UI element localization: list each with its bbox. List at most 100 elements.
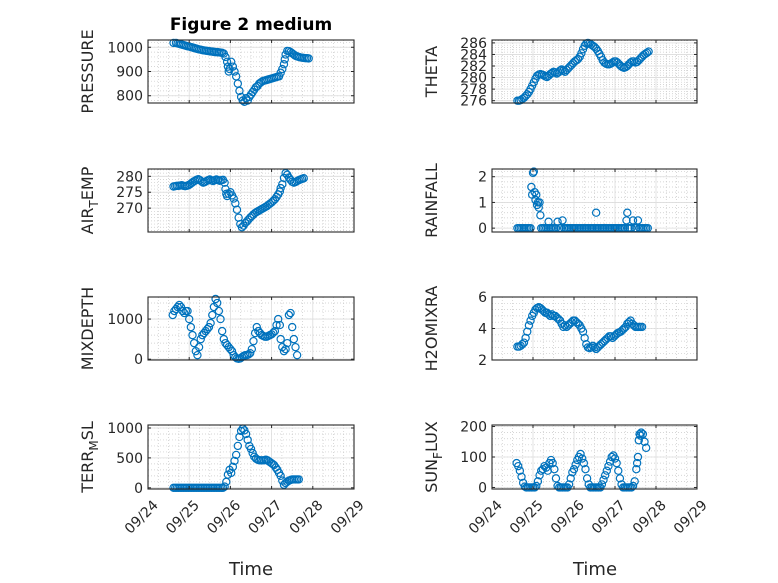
subplot-pressure: 800 900 1000 PRESSURE — [78, 29, 355, 114]
data-point — [228, 62, 238, 71]
y-tick-label: 6 — [478, 290, 487, 306]
data-point — [184, 314, 194, 324]
data-point — [547, 68, 557, 78]
data-series — [169, 38, 313, 106]
data-point — [304, 54, 313, 63]
data-point — [532, 481, 541, 491]
data-point — [213, 298, 222, 308]
data-point — [517, 472, 526, 482]
data-point — [292, 350, 302, 360]
data-point — [269, 328, 278, 337]
x-axis-label-left: Time — [228, 559, 273, 580]
data-point — [280, 55, 289, 64]
data-point — [536, 211, 545, 220]
y-tick-label: 1000 — [107, 40, 143, 56]
data-point — [604, 461, 613, 471]
data-point — [235, 86, 244, 96]
data-point — [217, 326, 227, 336]
data-point — [230, 67, 239, 76]
axes-box — [147, 168, 355, 233]
subplot-h2omixra: 2 4 6 H2OMIXRA — [422, 286, 698, 371]
data-point — [623, 208, 632, 217]
data-point — [529, 167, 539, 176]
data-point — [518, 340, 527, 349]
y-tick-label: 0 — [478, 221, 487, 237]
data-point — [233, 441, 243, 451]
y-tick-label: 0 — [478, 480, 487, 496]
data-point — [590, 343, 599, 352]
data-point — [214, 306, 224, 316]
axes-background — [492, 169, 697, 232]
data-point — [243, 435, 252, 445]
data-point — [628, 481, 638, 491]
data-point — [235, 432, 244, 442]
data-point — [246, 444, 256, 454]
data-point — [231, 450, 241, 460]
data-point — [632, 458, 642, 468]
data-point — [559, 322, 568, 332]
data-point — [564, 480, 574, 489]
data-point — [270, 326, 280, 336]
y-tick-label: 1 — [478, 195, 487, 211]
data-point — [299, 174, 308, 183]
data-point — [569, 464, 579, 474]
data-point — [644, 47, 653, 56]
data-point — [294, 475, 303, 484]
data-point — [531, 195, 540, 205]
data-point — [229, 194, 238, 203]
data-point — [612, 458, 621, 468]
data-series — [512, 428, 651, 492]
y-axis-label: SUNFLUX — [422, 421, 445, 493]
data-point — [289, 334, 299, 344]
x-axis-label-right: Time — [572, 559, 617, 580]
y-axis-label: MIXDEPTH — [78, 287, 97, 370]
data-point — [633, 452, 643, 462]
axes-box — [491, 168, 698, 233]
data-series — [513, 303, 647, 354]
y-axis-label: THETA — [422, 46, 441, 98]
data-point — [275, 187, 285, 196]
data-point — [208, 310, 217, 320]
data-point — [515, 466, 525, 475]
y-tick-label: 275 — [116, 185, 143, 201]
data-point — [279, 346, 289, 356]
y-tick-label: 286 — [460, 36, 487, 52]
y-tick-label: 282 — [460, 59, 487, 75]
data-point — [615, 474, 625, 483]
data-point — [637, 322, 647, 332]
data-series — [168, 294, 302, 363]
y-tick-label: 270 — [116, 201, 143, 217]
data-point — [247, 344, 257, 354]
data-point — [276, 471, 285, 481]
data-series — [169, 168, 308, 232]
data-point — [186, 322, 196, 332]
data-point — [534, 203, 543, 212]
data-point — [548, 458, 557, 468]
data-point — [551, 474, 561, 483]
data-point — [591, 208, 601, 217]
data-point — [526, 316, 535, 325]
data-point — [188, 330, 197, 340]
data-point — [630, 477, 639, 486]
y-axis-label: RAINFALL — [422, 163, 441, 238]
data-point — [189, 338, 199, 348]
data-point — [183, 306, 192, 316]
data-point — [571, 460, 580, 469]
y-tick-label: 1000 — [107, 312, 143, 328]
subplot-mixdepth: 0 1000 MIXDEPTH — [78, 287, 355, 370]
y-tick-label: 0 — [134, 352, 143, 368]
data-point — [628, 216, 638, 225]
data-point — [642, 48, 652, 57]
data-point — [291, 342, 300, 352]
data-point — [637, 428, 646, 437]
data-point — [519, 338, 529, 347]
axes-box — [491, 39, 698, 104]
data-point — [193, 350, 202, 360]
data-point — [634, 436, 643, 445]
data-point — [275, 320, 285, 330]
data-point — [227, 468, 236, 478]
data-point — [610, 454, 620, 463]
data-point — [555, 66, 565, 75]
